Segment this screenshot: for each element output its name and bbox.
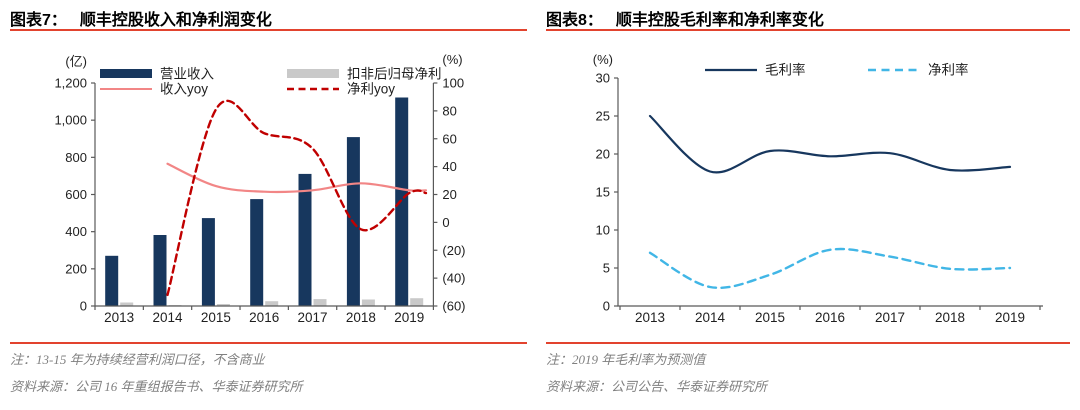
figure-source: 资料来源：公司公告、华泰证券研究所 <box>546 379 768 394</box>
bar-扣非后归母净利-2013 <box>120 302 134 306</box>
bar-扣非后归母净利-2018 <box>361 299 375 306</box>
figure-revenue-profit: 图表7： 顺丰控股收入和净利润变化 0 200 400 600 800 1,000 1,200… <box>10 6 527 395</box>
left-axis-tick-label: 200 <box>65 261 87 276</box>
right-axis-tick-label: 60 <box>442 131 456 146</box>
legend-swatch-扣非后归母净利 <box>287 69 339 78</box>
line-毛利率 <box>648 114 1012 174</box>
y-axis-tick-label: 20 <box>596 147 610 162</box>
left-axis-tick-label: 1,200 <box>54 76 87 91</box>
figure-title: 顺丰控股收入和净利润变化 <box>79 12 272 29</box>
figure-label: 图表7： <box>10 12 67 29</box>
right-axis-tick-label: 0 <box>442 215 449 230</box>
y-axis-tick-label: 10 <box>596 223 610 238</box>
bar-扣非后归母净利-2015 <box>216 304 230 306</box>
category-label: 2015 <box>755 310 785 325</box>
legend-label: 收入yoy <box>160 82 208 97</box>
title-underline <box>10 29 527 31</box>
y-axis-tick-label: 15 <box>596 185 610 200</box>
figure-title: 顺丰控股毛利率和净利率变化 <box>615 12 824 29</box>
figure-source: 资料来源：公司 16 年重组报告书、华泰证券研究所 <box>10 379 303 394</box>
figure-margins: 图表8： 顺丰控股毛利率和净利率变化 0 5 10 15 20 25 30 2013 2014 20… <box>540 0 1080 410</box>
legend-label: 净利yoy <box>347 82 395 97</box>
category-label: 2016 <box>249 310 279 325</box>
right-axis-tick-label: 40 <box>442 159 456 174</box>
line-净利yoy <box>166 99 428 297</box>
right-axis-tick-label: (40) <box>442 271 465 286</box>
y-axis-tick-label: 5 <box>603 261 610 276</box>
left-axis-unit-label: (亿) <box>65 54 87 69</box>
right-axis-unit-label: (%) <box>442 52 462 67</box>
bar-营业收入-2013 <box>105 255 119 306</box>
category-label: 2018 <box>935 310 965 325</box>
left-axis-tick-label: 400 <box>65 224 87 239</box>
right-axis-tick-label: 80 <box>442 103 456 118</box>
legend-label: 扣非后归母净利 <box>347 66 442 82</box>
y-axis-tick-label: 30 <box>596 71 610 86</box>
category-label: 2014 <box>695 310 726 325</box>
figure-note: 注：2019 年毛利率为预测值 <box>546 352 706 367</box>
category-label: 2017 <box>298 310 328 325</box>
y-axis-unit-label: (%) <box>593 52 613 67</box>
figure-header: 图表7： 顺丰控股收入和净利润变化 <box>10 6 272 30</box>
category-label: 2016 <box>815 310 845 325</box>
axis-frame <box>617 78 1043 307</box>
line-净利率 <box>648 247 1012 289</box>
category-label: 2015 <box>201 310 231 325</box>
right-axis-tick-label: 100 <box>442 76 464 91</box>
category-label: 2019 <box>394 310 424 325</box>
left-axis-tick-label: 800 <box>65 150 87 165</box>
y-axis-tick-label: 25 <box>596 109 610 124</box>
bar-营业收入-2017 <box>298 173 312 306</box>
bar-扣非后归母净利-2019 <box>410 298 424 306</box>
bar-营业收入-2019 <box>395 97 409 306</box>
left-axis-tick-label: 600 <box>65 187 87 202</box>
revenue-net-profit-chart: 0 200 400 600 800 1,000 1,200 (60) (40) (20) 0 20 40… <box>54 52 465 325</box>
category-label: 2014 <box>152 310 183 325</box>
bar-扣非后归母净利-2016 <box>265 301 279 306</box>
line-收入yoy <box>166 162 428 194</box>
right-axis-tick-label: (20) <box>442 243 465 258</box>
left-axis-tick-label: 1,000 <box>54 113 87 128</box>
axis-frame <box>94 83 434 307</box>
legend-swatch-营业收入 <box>100 69 152 78</box>
figure-note: 注：13-15 年为持续经营利润口径，不含商业 <box>10 352 265 367</box>
category-label: 2017 <box>875 310 905 325</box>
bar-营业收入-2014 <box>153 235 167 306</box>
bar-营业收入-2016 <box>250 199 264 306</box>
bar-营业收入-2015 <box>201 218 215 306</box>
legend-label: 营业收入 <box>160 67 214 82</box>
gross-net-margin-chart: 0 5 10 15 20 25 30 2013 2014 2015 2016 2017 2018 2019… <box>593 52 1043 325</box>
legend-label: 毛利率 <box>765 62 806 78</box>
notes-block: 注：2019 年毛利率为预测值 资料来源：公司公告、华泰证券研究所 <box>546 342 1070 395</box>
right-axis-tick-label: (60) <box>442 299 465 314</box>
left-axis-tick-label: 0 <box>80 299 87 314</box>
right-axis-tick-label: 20 <box>442 187 456 202</box>
title-underline <box>546 29 1070 31</box>
category-label: 2019 <box>995 310 1025 325</box>
notes-block: 注：13-15 年为持续经营利润口径，不含商业 资料来源：公司 16 年重组报告… <box>10 342 527 395</box>
category-label: 2013 <box>104 310 134 325</box>
legend-label: 净利率 <box>928 62 969 78</box>
y-axis-tick-label: 0 <box>603 299 610 314</box>
figure-header: 图表8： 顺丰控股毛利率和净利率变化 <box>546 6 824 30</box>
figure-label: 图表8： <box>546 12 603 29</box>
bar-扣非后归母净利-2017 <box>313 299 327 306</box>
category-label: 2018 <box>346 310 376 325</box>
category-label: 2013 <box>635 310 665 325</box>
